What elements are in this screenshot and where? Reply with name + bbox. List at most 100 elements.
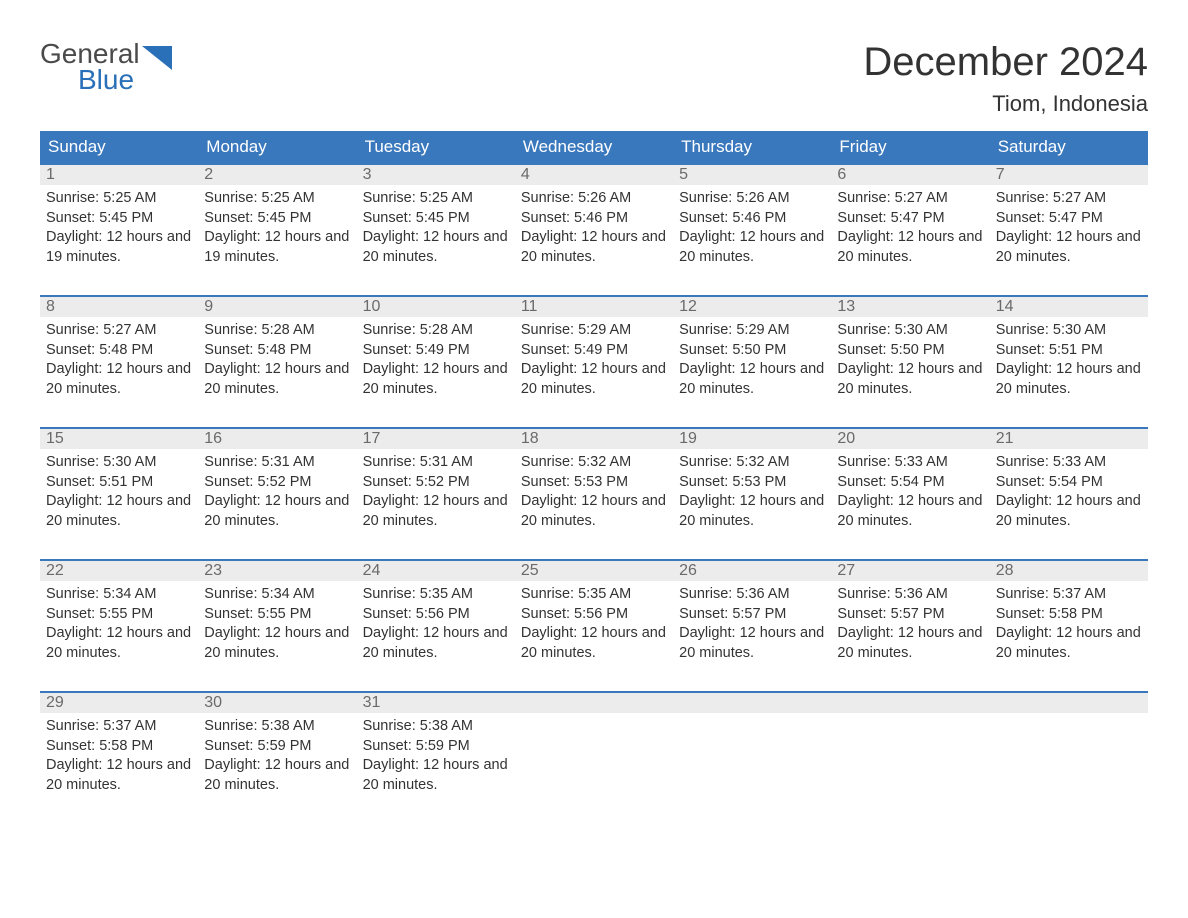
calendar-day: 15Sunrise: 5:30 AMSunset: 5:51 PMDayligh… xyxy=(40,429,198,549)
daylight-line: Daylight: 12 hours and 20 minutes. xyxy=(204,756,350,795)
sunrise-line: Sunrise: 5:25 AM xyxy=(46,189,192,209)
day-number: 16 xyxy=(198,429,356,449)
calendar-day: 14Sunrise: 5:30 AMSunset: 5:51 PMDayligh… xyxy=(990,297,1148,417)
day-body: Sunrise: 5:28 AMSunset: 5:49 PMDaylight:… xyxy=(357,317,515,407)
sunset-line: Sunset: 5:54 PM xyxy=(996,473,1142,493)
sunrise-line: Sunrise: 5:37 AM xyxy=(46,717,192,737)
day-number xyxy=(515,693,673,713)
sunset-line: Sunset: 5:57 PM xyxy=(679,605,825,625)
day-body: Sunrise: 5:32 AMSunset: 5:53 PMDaylight:… xyxy=(515,449,673,539)
calendar-day: 20Sunrise: 5:33 AMSunset: 5:54 PMDayligh… xyxy=(831,429,989,549)
day-body: Sunrise: 5:25 AMSunset: 5:45 PMDaylight:… xyxy=(40,185,198,275)
daylight-line: Daylight: 12 hours and 20 minutes. xyxy=(363,360,509,399)
calendar-day: 16Sunrise: 5:31 AMSunset: 5:52 PMDayligh… xyxy=(198,429,356,549)
sunset-line: Sunset: 5:52 PM xyxy=(204,473,350,493)
calendar-day: 2Sunrise: 5:25 AMSunset: 5:45 PMDaylight… xyxy=(198,165,356,285)
calendar-day: 12Sunrise: 5:29 AMSunset: 5:50 PMDayligh… xyxy=(673,297,831,417)
sunset-line: Sunset: 5:50 PM xyxy=(679,341,825,361)
logo-word-2: Blue xyxy=(78,66,140,94)
sunset-line: Sunset: 5:55 PM xyxy=(46,605,192,625)
calendar-day: 26Sunrise: 5:36 AMSunset: 5:57 PMDayligh… xyxy=(673,561,831,681)
day-number: 19 xyxy=(673,429,831,449)
sunset-line: Sunset: 5:53 PM xyxy=(679,473,825,493)
day-number: 30 xyxy=(198,693,356,713)
day-body: Sunrise: 5:27 AMSunset: 5:48 PMDaylight:… xyxy=(40,317,198,407)
sunset-line: Sunset: 5:59 PM xyxy=(363,737,509,757)
day-body: Sunrise: 5:29 AMSunset: 5:49 PMDaylight:… xyxy=(515,317,673,407)
sunset-line: Sunset: 5:54 PM xyxy=(837,473,983,493)
sunrise-line: Sunrise: 5:33 AM xyxy=(996,453,1142,473)
day-number: 13 xyxy=(831,297,989,317)
daylight-line: Daylight: 12 hours and 20 minutes. xyxy=(837,360,983,399)
calendar-week: 1Sunrise: 5:25 AMSunset: 5:45 PMDaylight… xyxy=(40,163,1148,285)
sunset-line: Sunset: 5:46 PM xyxy=(679,209,825,229)
day-number: 11 xyxy=(515,297,673,317)
day-number: 18 xyxy=(515,429,673,449)
sunset-line: Sunset: 5:56 PM xyxy=(521,605,667,625)
weekday-header-cell: Friday xyxy=(831,131,989,163)
calendar-week: 29Sunrise: 5:37 AMSunset: 5:58 PMDayligh… xyxy=(40,691,1148,813)
calendar-day: 18Sunrise: 5:32 AMSunset: 5:53 PMDayligh… xyxy=(515,429,673,549)
sunrise-line: Sunrise: 5:28 AM xyxy=(204,321,350,341)
calendar-day: 9Sunrise: 5:28 AMSunset: 5:48 PMDaylight… xyxy=(198,297,356,417)
daylight-line: Daylight: 12 hours and 19 minutes. xyxy=(46,228,192,267)
daylight-line: Daylight: 12 hours and 20 minutes. xyxy=(837,228,983,267)
calendar-day: 17Sunrise: 5:31 AMSunset: 5:52 PMDayligh… xyxy=(357,429,515,549)
sunset-line: Sunset: 5:51 PM xyxy=(46,473,192,493)
day-body: Sunrise: 5:30 AMSunset: 5:50 PMDaylight:… xyxy=(831,317,989,407)
day-body: Sunrise: 5:38 AMSunset: 5:59 PMDaylight:… xyxy=(198,713,356,803)
day-number: 7 xyxy=(990,165,1148,185)
day-body: Sunrise: 5:34 AMSunset: 5:55 PMDaylight:… xyxy=(40,581,198,671)
day-number: 4 xyxy=(515,165,673,185)
daylight-line: Daylight: 12 hours and 19 minutes. xyxy=(204,228,350,267)
day-body: Sunrise: 5:27 AMSunset: 5:47 PMDaylight:… xyxy=(990,185,1148,275)
sunrise-line: Sunrise: 5:26 AM xyxy=(679,189,825,209)
sunset-line: Sunset: 5:49 PM xyxy=(363,341,509,361)
weekday-header-cell: Saturday xyxy=(990,131,1148,163)
title-block: December 2024 Tiom, Indonesia xyxy=(863,40,1148,117)
sunrise-line: Sunrise: 5:30 AM xyxy=(837,321,983,341)
sunrise-line: Sunrise: 5:38 AM xyxy=(363,717,509,737)
sunset-line: Sunset: 5:58 PM xyxy=(996,605,1142,625)
calendar-day: 10Sunrise: 5:28 AMSunset: 5:49 PMDayligh… xyxy=(357,297,515,417)
sunrise-line: Sunrise: 5:35 AM xyxy=(363,585,509,605)
sunrise-line: Sunrise: 5:34 AM xyxy=(46,585,192,605)
daylight-line: Daylight: 12 hours and 20 minutes. xyxy=(837,492,983,531)
weeks-container: 1Sunrise: 5:25 AMSunset: 5:45 PMDaylight… xyxy=(40,163,1148,813)
location-text: Tiom, Indonesia xyxy=(863,91,1148,117)
day-body: Sunrise: 5:25 AMSunset: 5:45 PMDaylight:… xyxy=(357,185,515,275)
calendar-day: 27Sunrise: 5:36 AMSunset: 5:57 PMDayligh… xyxy=(831,561,989,681)
sunset-line: Sunset: 5:59 PM xyxy=(204,737,350,757)
daylight-line: Daylight: 12 hours and 20 minutes. xyxy=(204,360,350,399)
weekday-header-cell: Sunday xyxy=(40,131,198,163)
calendar-day: 8Sunrise: 5:27 AMSunset: 5:48 PMDaylight… xyxy=(40,297,198,417)
sunset-line: Sunset: 5:48 PM xyxy=(46,341,192,361)
sunrise-line: Sunrise: 5:32 AM xyxy=(679,453,825,473)
sunset-line: Sunset: 5:56 PM xyxy=(363,605,509,625)
daylight-line: Daylight: 12 hours and 20 minutes. xyxy=(679,624,825,663)
calendar-week: 15Sunrise: 5:30 AMSunset: 5:51 PMDayligh… xyxy=(40,427,1148,549)
day-body: Sunrise: 5:29 AMSunset: 5:50 PMDaylight:… xyxy=(673,317,831,407)
day-body: Sunrise: 5:25 AMSunset: 5:45 PMDaylight:… xyxy=(198,185,356,275)
day-body: Sunrise: 5:27 AMSunset: 5:47 PMDaylight:… xyxy=(831,185,989,275)
weekday-header-cell: Tuesday xyxy=(357,131,515,163)
daylight-line: Daylight: 12 hours and 20 minutes. xyxy=(679,492,825,531)
day-number: 21 xyxy=(990,429,1148,449)
day-body: Sunrise: 5:36 AMSunset: 5:57 PMDaylight:… xyxy=(831,581,989,671)
month-title: December 2024 xyxy=(863,40,1148,85)
calendar-day: 31Sunrise: 5:38 AMSunset: 5:59 PMDayligh… xyxy=(357,693,515,813)
sunrise-line: Sunrise: 5:34 AM xyxy=(204,585,350,605)
calendar-day-empty xyxy=(515,693,673,813)
sunset-line: Sunset: 5:45 PM xyxy=(204,209,350,229)
sunset-line: Sunset: 5:53 PM xyxy=(521,473,667,493)
sunrise-line: Sunrise: 5:32 AM xyxy=(521,453,667,473)
day-number xyxy=(673,693,831,713)
day-number: 12 xyxy=(673,297,831,317)
daylight-line: Daylight: 12 hours and 20 minutes. xyxy=(521,624,667,663)
daylight-line: Daylight: 12 hours and 20 minutes. xyxy=(521,360,667,399)
day-body: Sunrise: 5:33 AMSunset: 5:54 PMDaylight:… xyxy=(831,449,989,539)
day-number: 3 xyxy=(357,165,515,185)
logo-triangle-icon xyxy=(142,46,172,70)
sunset-line: Sunset: 5:47 PM xyxy=(996,209,1142,229)
calendar-day: 1Sunrise: 5:25 AMSunset: 5:45 PMDaylight… xyxy=(40,165,198,285)
